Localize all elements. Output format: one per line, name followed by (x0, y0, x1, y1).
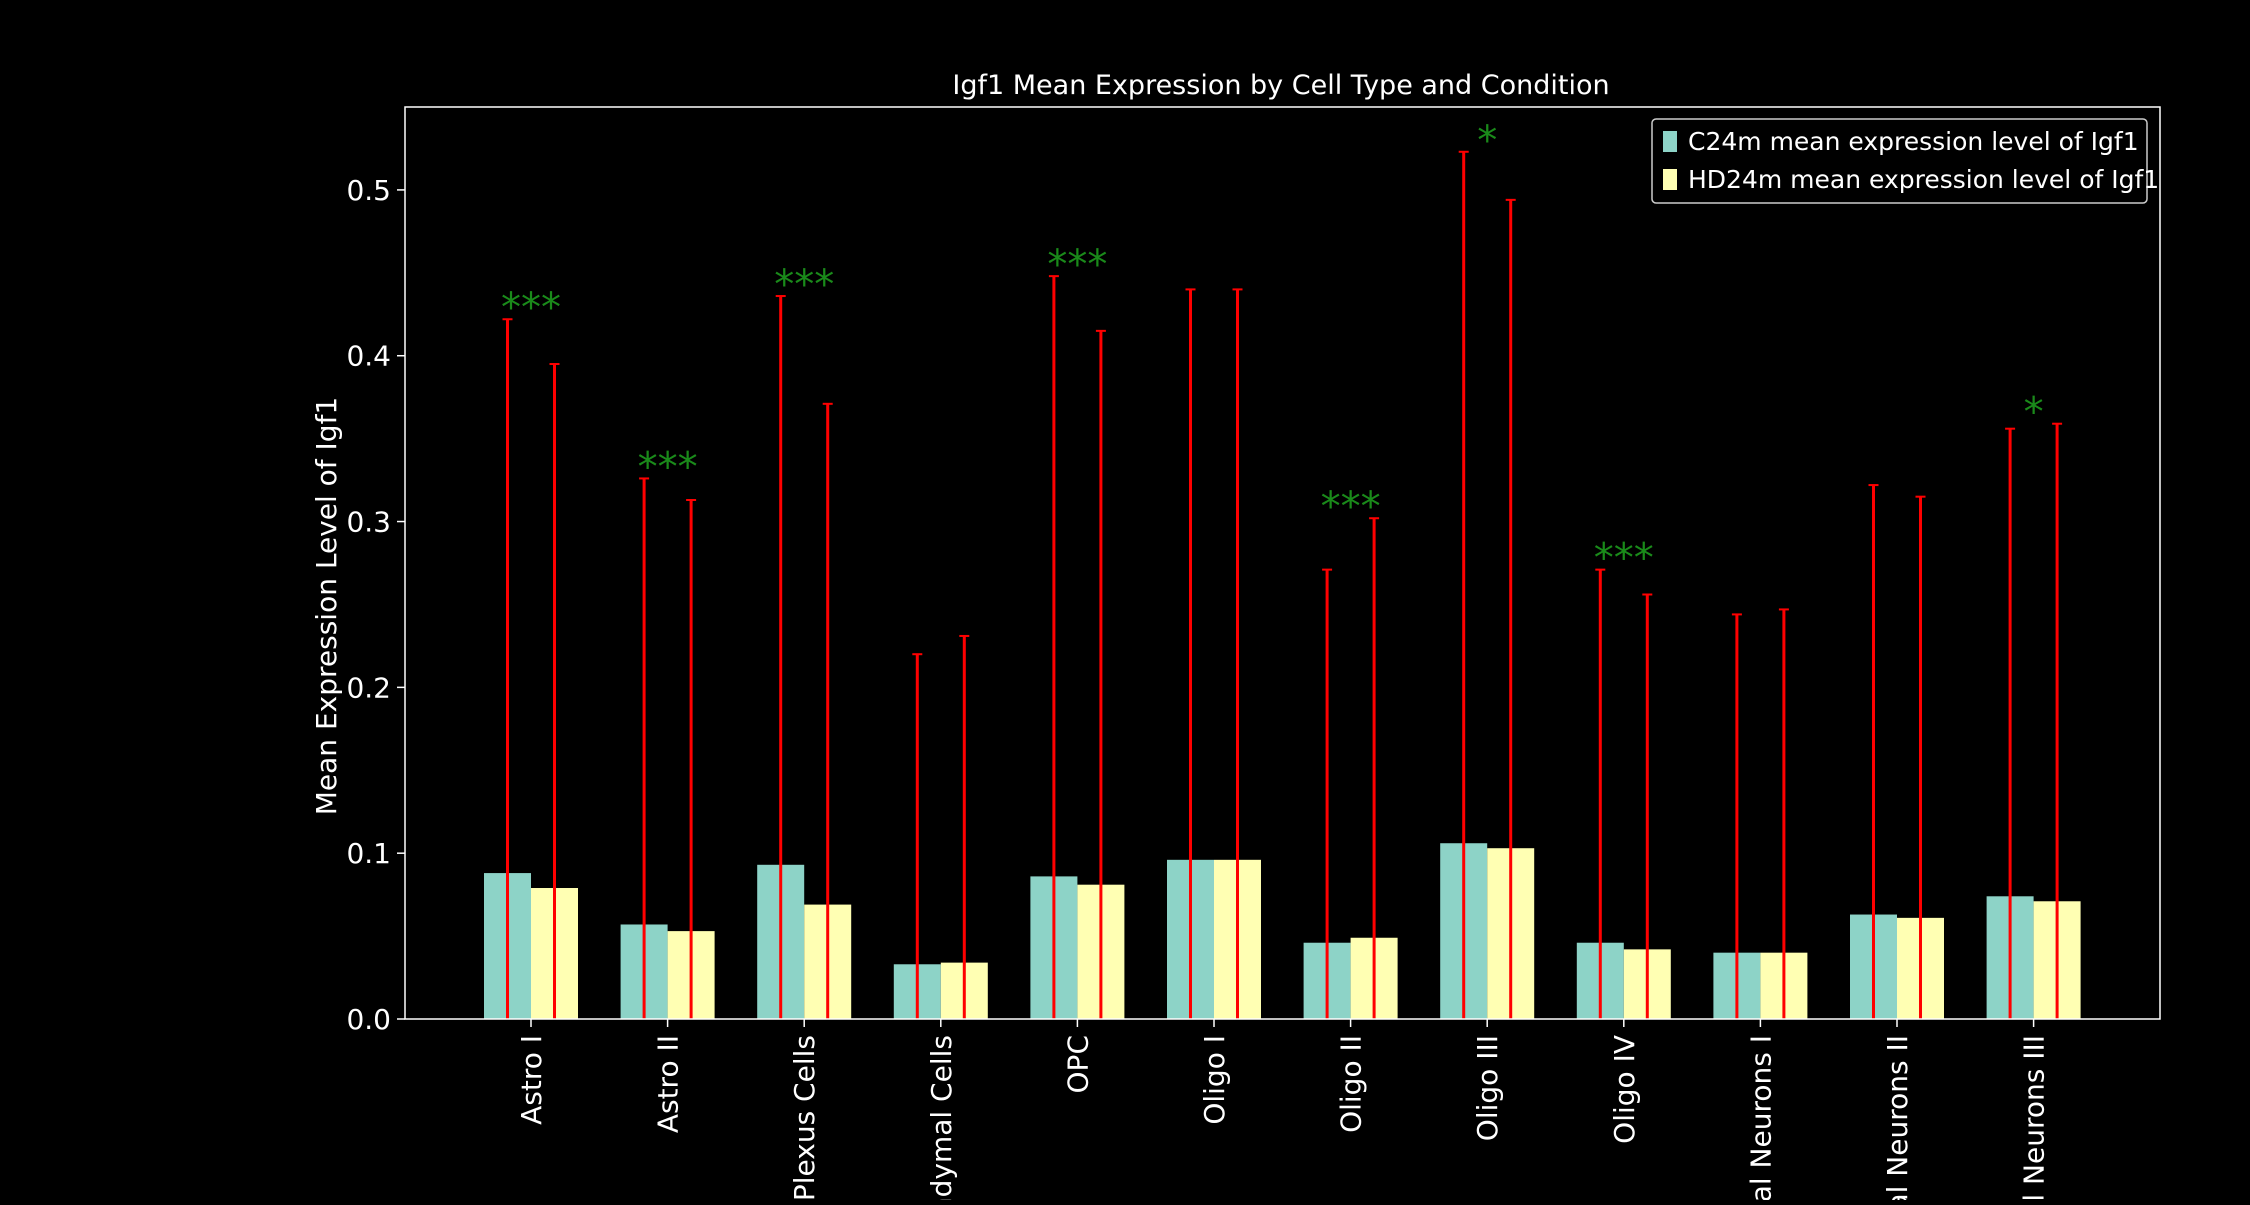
x-tick-label: OPC (1061, 1035, 1094, 1093)
axes-frame (404, 106, 2161, 1020)
y-tick-label: 0.0 (346, 1003, 391, 1036)
x-tick-label: Oligo IV (1608, 1035, 1641, 1144)
y-axis-label: Mean Expression Level of Igf1 (310, 397, 343, 815)
plot-area: *** Astro I *** Astro II *** Plexus Cells ndym… (346, 106, 2161, 1205)
y-tick-label: 0.5 (346, 174, 391, 207)
x-tick-label: Astro I (515, 1035, 548, 1125)
significance-marker: *** (501, 285, 561, 331)
y-tick-label: 0.1 (346, 837, 391, 870)
significance-marker: *** (1047, 242, 1107, 288)
x-tick-label: al Neurons II (1881, 1035, 1914, 1200)
y-tick-label: 0.2 (346, 671, 391, 704)
x-tick-label: ndymal Cells (925, 1035, 958, 1200)
legend-swatch-c24m (1663, 131, 1677, 152)
x-tick-label: tal Neurons I (1744, 1035, 1777, 1200)
x-tick-label: al Neurons III (2018, 1035, 2051, 1200)
x-tick-label: Astro II (652, 1035, 685, 1133)
legend-frame (1651, 118, 2148, 204)
legend-label-c24m: C24m mean expression level of Igf1 (1688, 127, 2139, 156)
chart-title: Igf1 Mean Expression by Cell Type and Co… (952, 70, 1609, 101)
y-tick-label: 0.3 (346, 506, 391, 539)
significance-marker: *** (638, 444, 698, 490)
x-tick-label: Plexus Cells (788, 1035, 821, 1200)
x-tick-label: Oligo II (1335, 1035, 1368, 1133)
x-tick-label: Oligo I (1198, 1035, 1231, 1125)
significance-marker: *** (774, 262, 834, 308)
significance-marker: *** (1594, 536, 1654, 582)
legend-swatch-hd24m (1663, 169, 1677, 190)
significance-marker: * (2024, 390, 2044, 436)
significance-marker: * (1477, 118, 1497, 164)
legend: C24m mean expression level of Igf1 HD24m… (1651, 118, 2159, 204)
x-tick-label: Oligo III (1471, 1035, 1504, 1141)
legend-label-hd24m: HD24m mean expression level of Igf1 (1688, 165, 2159, 194)
y-tick-label: 0.4 (346, 340, 391, 373)
significance-marker: *** (1321, 484, 1381, 530)
